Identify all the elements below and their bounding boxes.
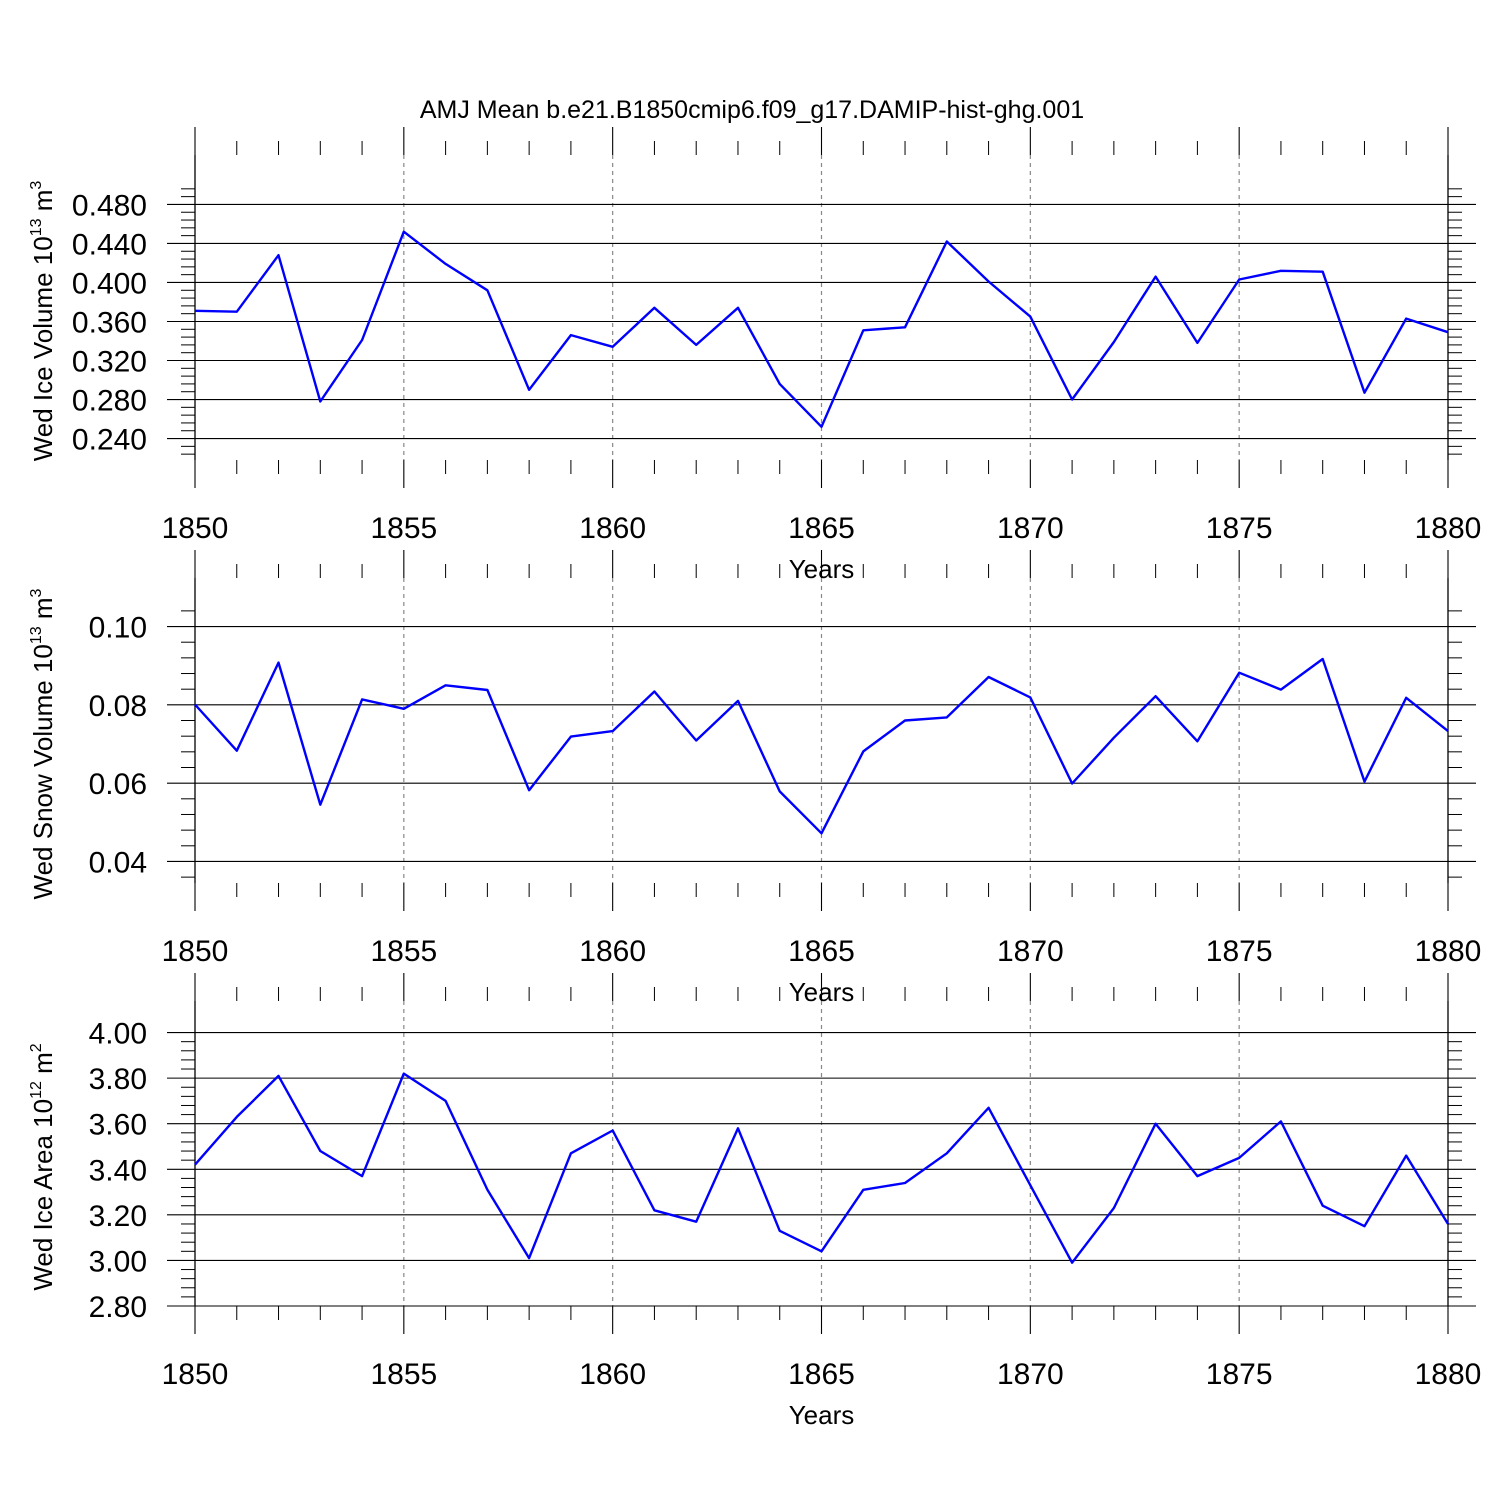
y-tick-label: 0.320 (72, 346, 147, 379)
y-tick-label: 0.400 (72, 267, 147, 300)
chart-panel-3: 2.80 3.00 3.20 3.40 3.60 3.80 4.00 1850 1855 1860… (28, 973, 1481, 1430)
x-tick-label: 1855 (370, 512, 437, 545)
x-tick-label: 1875 (1206, 935, 1273, 968)
y-tick-label: 0.360 (72, 306, 147, 339)
y-tick-label: 3.20 (89, 1200, 147, 1233)
x-tick-label: 1850 (162, 935, 229, 968)
y-axis-label-unit-exponent: 3 (28, 181, 45, 190)
y-tick-label: 2.80 (89, 1291, 147, 1324)
x-tick-label: 1870 (997, 935, 1064, 968)
x-tick-label: 1860 (579, 512, 646, 545)
y-axis-label: Wed Ice Area 1012 m2 (28, 1043, 58, 1290)
y-axis-label-main: Wed Ice Volume 10 (28, 236, 58, 461)
x-tick-label: 1860 (579, 935, 646, 968)
y-axis-label-unit: m (28, 190, 58, 219)
y-tick-label: 0.440 (72, 228, 147, 261)
y-axis-label-main: Wed Ice Area 10 (28, 1099, 58, 1291)
x-tick-label: 1850 (162, 512, 229, 545)
series-line (194, 1072, 1450, 1264)
y-axis-label-unit: m (28, 597, 58, 626)
x-tick-label: 1860 (579, 1358, 646, 1391)
x-tick-label: 1880 (1415, 1358, 1482, 1391)
x-tick-label: 1855 (370, 1358, 437, 1391)
x-tick-label: 1880 (1415, 935, 1482, 968)
y-tick-label: 0.06 (89, 768, 147, 801)
x-tick-label: 1865 (788, 512, 855, 545)
y-tick-label: 3.00 (89, 1245, 147, 1278)
y-tick-label: 3.60 (89, 1109, 147, 1142)
series-line (194, 230, 1449, 428)
y-tick-label: 3.80 (89, 1063, 147, 1096)
y-tick-label: 0.04 (89, 846, 147, 879)
y-axis-label-unit-exponent: 3 (28, 588, 45, 597)
y-tick-label: 0.480 (72, 189, 147, 222)
x-tick-label: 1865 (788, 935, 855, 968)
x-tick-label: 1855 (370, 935, 437, 968)
y-axis-label-exponent: 13 (28, 626, 45, 644)
chart-panel-1: 0.240 0.280 0.320 0.360 0.400 0.440 0.480 1850 1… (28, 127, 1481, 584)
chart-panel-2: 0.04 0.06 0.08 0.10 1850 1855 1860 1865 1870 1875… (28, 550, 1481, 1007)
y-axis-label: Wed Ice Volume 1013 m3 (28, 181, 58, 462)
y-axis-label-unit-exponent: 2 (28, 1043, 45, 1052)
y-tick-label: 0.280 (72, 385, 147, 418)
series-line (194, 657, 1449, 835)
y-axis-label-unit: m (28, 1052, 58, 1081)
y-axis-label-exponent: 13 (28, 218, 45, 236)
y-tick-label: 0.240 (72, 424, 147, 457)
y-axis-label-main: Wed Snow Volume 10 (28, 644, 58, 899)
y-tick-label: 0.10 (89, 612, 147, 645)
x-tick-label: 1870 (997, 1358, 1064, 1391)
y-axis-label: Wed Snow Volume 1013 m3 (28, 588, 58, 899)
x-tick-label: 1880 (1415, 512, 1482, 545)
y-tick-label: 0.08 (89, 690, 147, 723)
x-tick-label: 1870 (997, 512, 1064, 545)
y-tick-label: 3.40 (89, 1154, 147, 1187)
chart-title: AMJ Mean b.e21.B1850cmip6.f09_g17.DAMIP-… (420, 96, 1084, 124)
y-tick-label: 4.00 (89, 1018, 147, 1051)
x-tick-label: 1850 (162, 1358, 229, 1391)
x-tick-label: 1865 (788, 1358, 855, 1391)
x-axis-label: Years (789, 1400, 855, 1430)
x-tick-label: 1875 (1206, 512, 1273, 545)
y-axis-label-exponent: 12 (28, 1081, 45, 1099)
x-tick-label: 1875 (1206, 1358, 1273, 1391)
